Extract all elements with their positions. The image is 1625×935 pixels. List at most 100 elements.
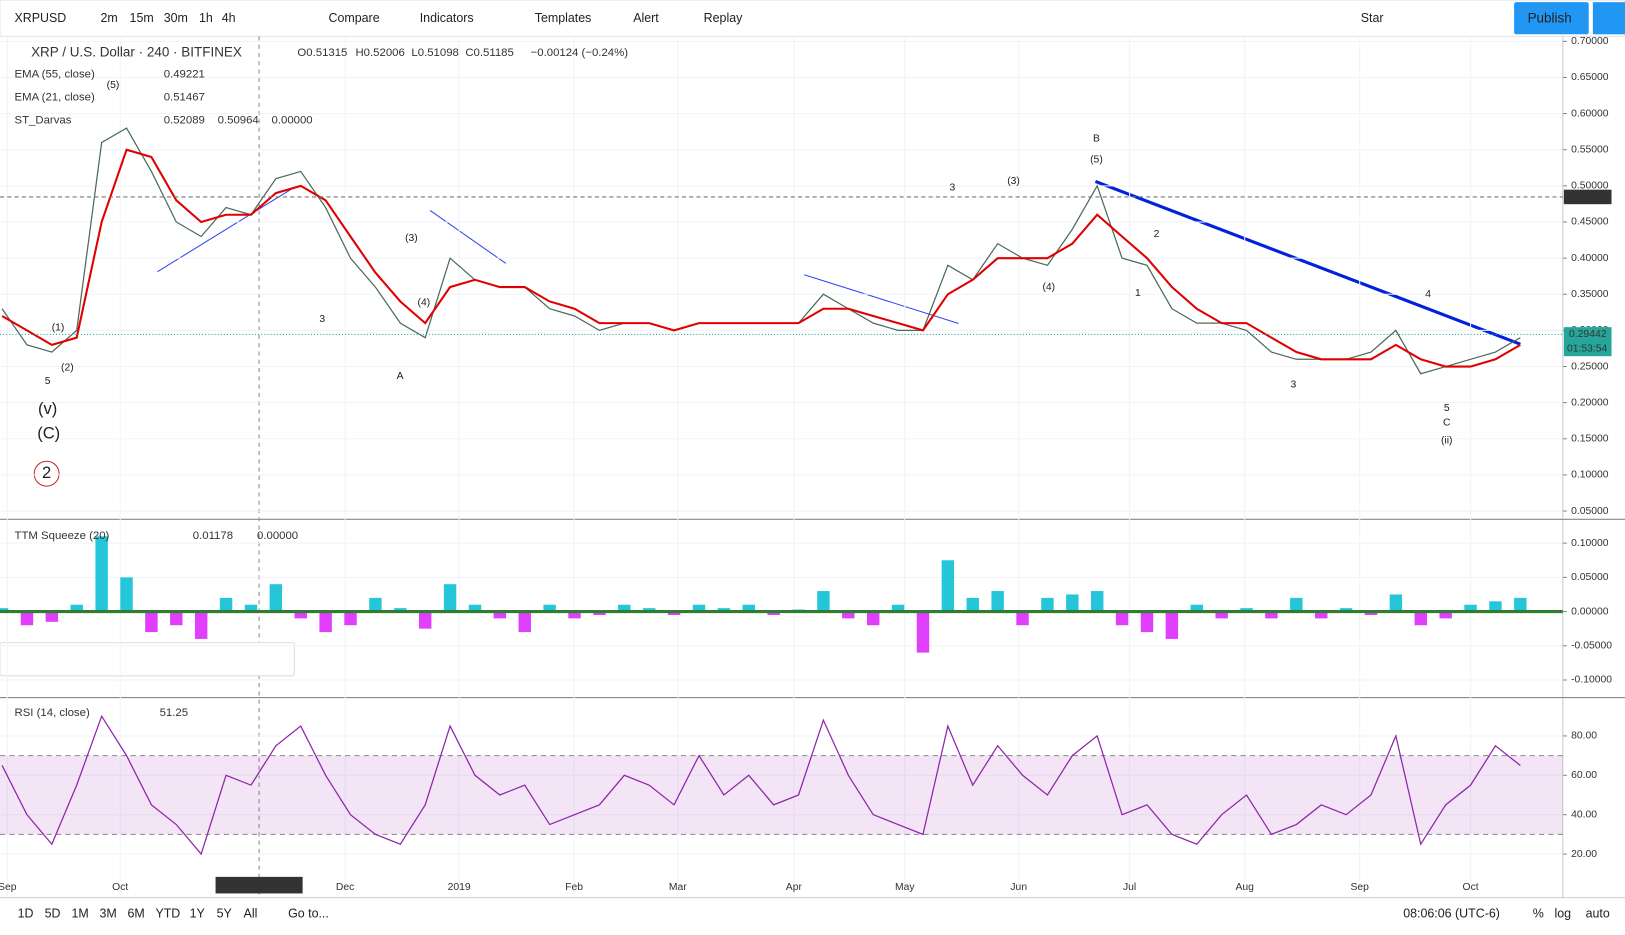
crosshair-label-bg: [215, 876, 303, 894]
wave-label: (ii): [1441, 435, 1453, 446]
wave-label: (5): [107, 80, 120, 91]
wave-label: (3): [1007, 176, 1020, 187]
squeeze-bar: [1215, 611, 1228, 619]
wave-label: (4): [1042, 282, 1055, 293]
interval[interactable]: 4h: [222, 11, 236, 25]
y-tick-label: 0.15000: [1571, 434, 1609, 445]
goto-button[interactable]: Go to...: [288, 906, 329, 920]
play-button[interactable]: [1592, 2, 1625, 35]
y-tick-label: 0.65000: [1571, 72, 1609, 83]
squeeze-bar: [1115, 611, 1129, 626]
squeeze-bar: [493, 611, 507, 619]
indicator-value: 0.49221: [164, 69, 205, 81]
y-tick-label: 0.05000: [1571, 572, 1609, 583]
scale-option[interactable]: log: [1555, 906, 1572, 920]
y-tick-label: 20.00: [1571, 849, 1597, 860]
x-tick-label: Dec: [336, 882, 354, 893]
wave-circle: [33, 460, 60, 487]
x-tick-label: Sep: [0, 882, 17, 893]
rsi-band: [0, 755, 1563, 835]
scale-option[interactable]: auto: [1586, 906, 1610, 920]
legend-ohlc: C0.51185: [465, 47, 513, 59]
squeeze-bar: [543, 604, 556, 612]
scale-option[interactable]: %: [1533, 906, 1544, 920]
wave-label: (5): [1090, 154, 1103, 165]
squeeze-bar: [891, 604, 905, 612]
indicator-value: 51.25: [160, 707, 188, 719]
squeeze-bar: [344, 611, 357, 626]
x-tick-label: Jun: [1010, 882, 1027, 893]
toolbar-button[interactable]: Templates: [535, 11, 592, 25]
top-toolbar: [0, 0, 1625, 37]
toolbar-button[interactable]: Compare: [329, 11, 380, 25]
squeeze-bar: [1240, 608, 1253, 612]
squeeze-bar: [1041, 597, 1054, 612]
wave-label: 2: [1154, 229, 1160, 240]
range-button[interactable]: YTD: [155, 906, 180, 920]
indicator-value: 0.50964: [218, 114, 259, 126]
legend-ohlc: O0.51315: [297, 47, 347, 59]
crosshair-label: 08 Nov '18 06:00: [220, 880, 298, 891]
wave-label: 3: [319, 314, 325, 325]
rsi-line: [1, 714, 1521, 856]
range-button[interactable]: 1Y: [190, 906, 206, 920]
squeeze-bar: [667, 611, 681, 615]
interval[interactable]: 30m: [164, 11, 188, 25]
range-button[interactable]: 1M: [72, 906, 89, 920]
squeeze-bar: [170, 611, 183, 626]
range-button[interactable]: 6M: [127, 906, 144, 920]
interval[interactable]: 1h: [199, 11, 213, 25]
interval[interactable]: 15m: [130, 11, 154, 25]
y-tick-label: 0.00000: [1571, 606, 1609, 617]
range-button[interactable]: 5Y: [217, 906, 233, 920]
interval[interactable]: 2m: [101, 11, 118, 25]
squeeze-bar: [443, 584, 457, 612]
range-button[interactable]: All: [244, 906, 258, 920]
legend-ohlc: H0.52006: [355, 47, 404, 59]
trend-line: [157, 186, 296, 273]
range-button[interactable]: 5D: [45, 906, 61, 920]
y-tick-label: 0.35000: [1571, 289, 1609, 300]
wave-label: 2: [42, 463, 51, 482]
y-tick-label: -0.05000: [1571, 641, 1612, 652]
indicator-value: 0.01178: [193, 530, 233, 542]
toolbar-button[interactable]: Alert: [633, 11, 659, 25]
x-tick-label: Aug: [1235, 882, 1254, 893]
range-button[interactable]: 1D: [18, 906, 34, 920]
squeeze-bar: [618, 604, 631, 612]
star-button[interactable]: Star: [1361, 11, 1384, 25]
toolbar-button[interactable]: Replay: [704, 11, 743, 25]
squeeze-bar: [418, 611, 432, 629]
squeeze-bar: [991, 591, 1004, 612]
wave-label: 5: [45, 376, 51, 387]
wave-label: 3: [950, 182, 956, 193]
squeeze-bar: [568, 611, 581, 619]
legend-ohlc: L0.51098: [411, 47, 458, 59]
publish-label[interactable]: Publish: [1528, 10, 1572, 25]
toolbar-button[interactable]: Indicators: [420, 11, 474, 25]
trend-line: [1094, 180, 1521, 346]
wave-label: C: [1443, 418, 1451, 429]
squeeze-bar: [0, 608, 9, 612]
y-tick-label: 0.10000: [1571, 538, 1609, 549]
squeeze-bar: [145, 611, 158, 633]
indicator-name: EMA (55, close): [15, 69, 95, 81]
squeeze-bar: [518, 611, 531, 633]
squeeze-bar: [70, 604, 83, 612]
indicator-value: 0.00000: [272, 114, 313, 126]
drawing-toolbar[interactable]: [0, 642, 295, 677]
squeeze-bar: [1090, 591, 1104, 612]
range-button[interactable]: 3M: [99, 906, 116, 920]
squeeze-bar: [1414, 611, 1427, 626]
wave-label: B: [1093, 134, 1100, 145]
y-tick-label: 80.00: [1571, 731, 1597, 742]
wave-label: (2): [61, 363, 74, 374]
squeeze-bar: [20, 611, 34, 626]
symbol[interactable]: XRPUSD: [15, 11, 67, 25]
publish-button[interactable]: [1514, 2, 1589, 35]
squeeze-bar: [1190, 604, 1203, 612]
y-tick-label: 0.70000: [1571, 36, 1609, 47]
